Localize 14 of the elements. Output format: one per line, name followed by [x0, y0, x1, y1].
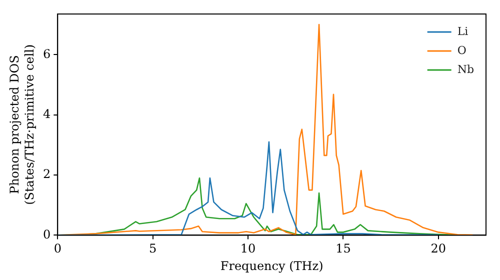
y-tick-label: 0 [42, 227, 51, 242]
y-tick-label: 2 [42, 167, 51, 182]
y-tick-label: 4 [42, 106, 51, 121]
x-axis-title: Frequency (THz) [220, 258, 324, 273]
x-tick-label: 5 [149, 242, 157, 256]
x-tick-label: 10 [240, 242, 256, 256]
x-tick-label: 15 [336, 242, 351, 256]
legend-label: O [457, 44, 466, 57]
x-tick-label: 0 [54, 242, 62, 256]
y-tick-label: 6 [42, 46, 51, 61]
y-axis-title: Phonon projected DOS (States/THz·primitive cell) [8, 44, 37, 205]
legend-label: Nb [457, 62, 474, 76]
legend-label: Li [457, 24, 469, 38]
x-tick-label: 20 [430, 242, 446, 256]
